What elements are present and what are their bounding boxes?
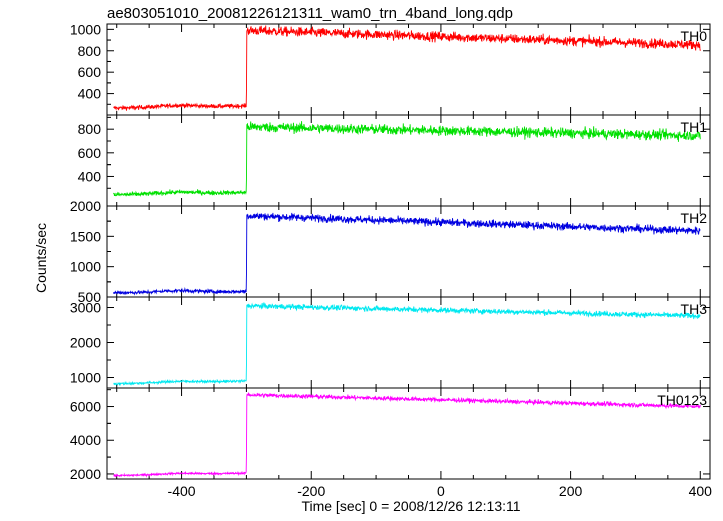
x-tick-label-4: 400 <box>689 483 713 499</box>
series-line-th3 <box>113 302 701 387</box>
series-line-th0 <box>113 25 701 111</box>
panel-label-th0: TH0 <box>681 28 708 44</box>
y-tick-label-th2-3: 2000 <box>70 198 101 214</box>
y-tick-label-th2-0: 500 <box>78 289 102 305</box>
panel-label-th1: TH1 <box>681 119 708 135</box>
y-tick-label-th0123-0: 2000 <box>70 466 101 482</box>
y-tick-label-th0123-2: 6000 <box>70 399 101 415</box>
series-line-th2 <box>113 212 701 296</box>
x-tick-label-0: -400 <box>168 483 196 499</box>
y-tick-label-th1-2: 800 <box>78 121 102 137</box>
y-tick-label-th0-3: 1000 <box>70 21 101 37</box>
y-tick-label-th2-2: 1500 <box>70 228 101 244</box>
y-tick-label-th2-1: 1000 <box>70 259 101 275</box>
x-tick-label-2: 0 <box>437 483 445 499</box>
panel-label-th3: TH3 <box>681 301 708 317</box>
chart-title: ae803051010_20081226121311_wam0_trn_4ban… <box>107 5 513 22</box>
y-tick-label-th3-1: 2000 <box>70 335 101 351</box>
panel-label-th0123: TH0123 <box>657 392 707 408</box>
y-tick-label-th1-1: 600 <box>78 145 102 161</box>
x-tick-label-3: 200 <box>559 483 583 499</box>
series-line-th1 <box>113 121 701 197</box>
y-tick-label-th0-1: 600 <box>78 64 102 80</box>
x-axis-label: Time [sec] 0 = 2008/12/26 12:13:11 <box>301 498 520 514</box>
y-tick-label-th0123-1: 4000 <box>70 432 101 448</box>
y-tick-label-th3-2: 3000 <box>70 300 101 316</box>
panel-frame-th0123 <box>106 387 711 480</box>
y-tick-label-th0-0: 400 <box>78 86 102 102</box>
y-tick-label-th1-0: 400 <box>78 168 102 184</box>
panel-label-th2: TH2 <box>681 210 708 226</box>
panel-frame-th0 <box>106 23 711 116</box>
y-axis-label: Counts/sec <box>33 223 49 293</box>
y-tick-label-th0-2: 800 <box>78 43 102 59</box>
x-tick-label-1: -200 <box>297 483 325 499</box>
y-tick-label-th3-0: 1000 <box>70 370 101 386</box>
series-line-th0123 <box>113 392 701 478</box>
panels: 400 600 800 1000 TH0 400 600 800 TH1 500 1000 1500 2… <box>70 21 712 499</box>
